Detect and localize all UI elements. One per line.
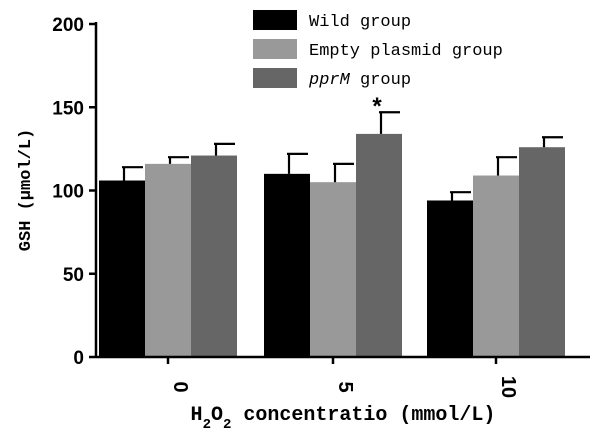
bars (99, 133, 565, 364)
legend: Wild group Empty plasmid group pprM group (253, 10, 503, 90)
x-tick-label: 5 (334, 381, 356, 392)
x-tick-label: 10 (497, 376, 519, 398)
y-ticks: 0 50 100 150 200 (52, 15, 96, 369)
legend-swatch (253, 68, 297, 88)
y-tick-label: 200 (52, 15, 84, 36)
x-axis-title-sub1: 2 (203, 417, 211, 433)
x-axis-title-rest: concentratio (mmol/L) (231, 404, 495, 427)
y-tick-label: 150 (52, 98, 84, 119)
legend-label: pprM group (308, 71, 411, 90)
x-tick-label: 0 (169, 381, 191, 392)
y-tick-label: 50 (63, 265, 84, 286)
bar (99, 180, 145, 357)
bar (473, 175, 519, 357)
y-axis-title: GSH (μmol/L) (17, 129, 36, 251)
y-tick-label: 100 (52, 182, 84, 203)
x-axis-title-h: H (191, 404, 203, 427)
x-axis-title-sub2: 2 (223, 417, 231, 433)
bar (427, 200, 473, 357)
bar (191, 155, 237, 357)
bar (356, 133, 402, 357)
legend-label: Wild group (309, 13, 411, 32)
significance-marker: * (372, 93, 382, 120)
legend-label: Empty plasmid group (309, 42, 503, 61)
legend-swatch (253, 10, 297, 30)
x-ticks: 0 5 10 (169, 376, 519, 398)
legend-swatch (253, 39, 297, 59)
annotations: * (372, 93, 382, 120)
error-bars (122, 111, 563, 201)
legend-label-italic: pprM (308, 71, 351, 90)
bar (264, 173, 310, 357)
bar (519, 147, 565, 357)
legend-label-rest: group (350, 71, 411, 90)
bar (145, 163, 191, 357)
x-axis-title: H2O2 concentratio (mmol/L) (191, 404, 496, 433)
x-axis-title-o: O (211, 404, 223, 427)
y-tick-label: 0 (73, 348, 84, 369)
bar (310, 182, 356, 357)
